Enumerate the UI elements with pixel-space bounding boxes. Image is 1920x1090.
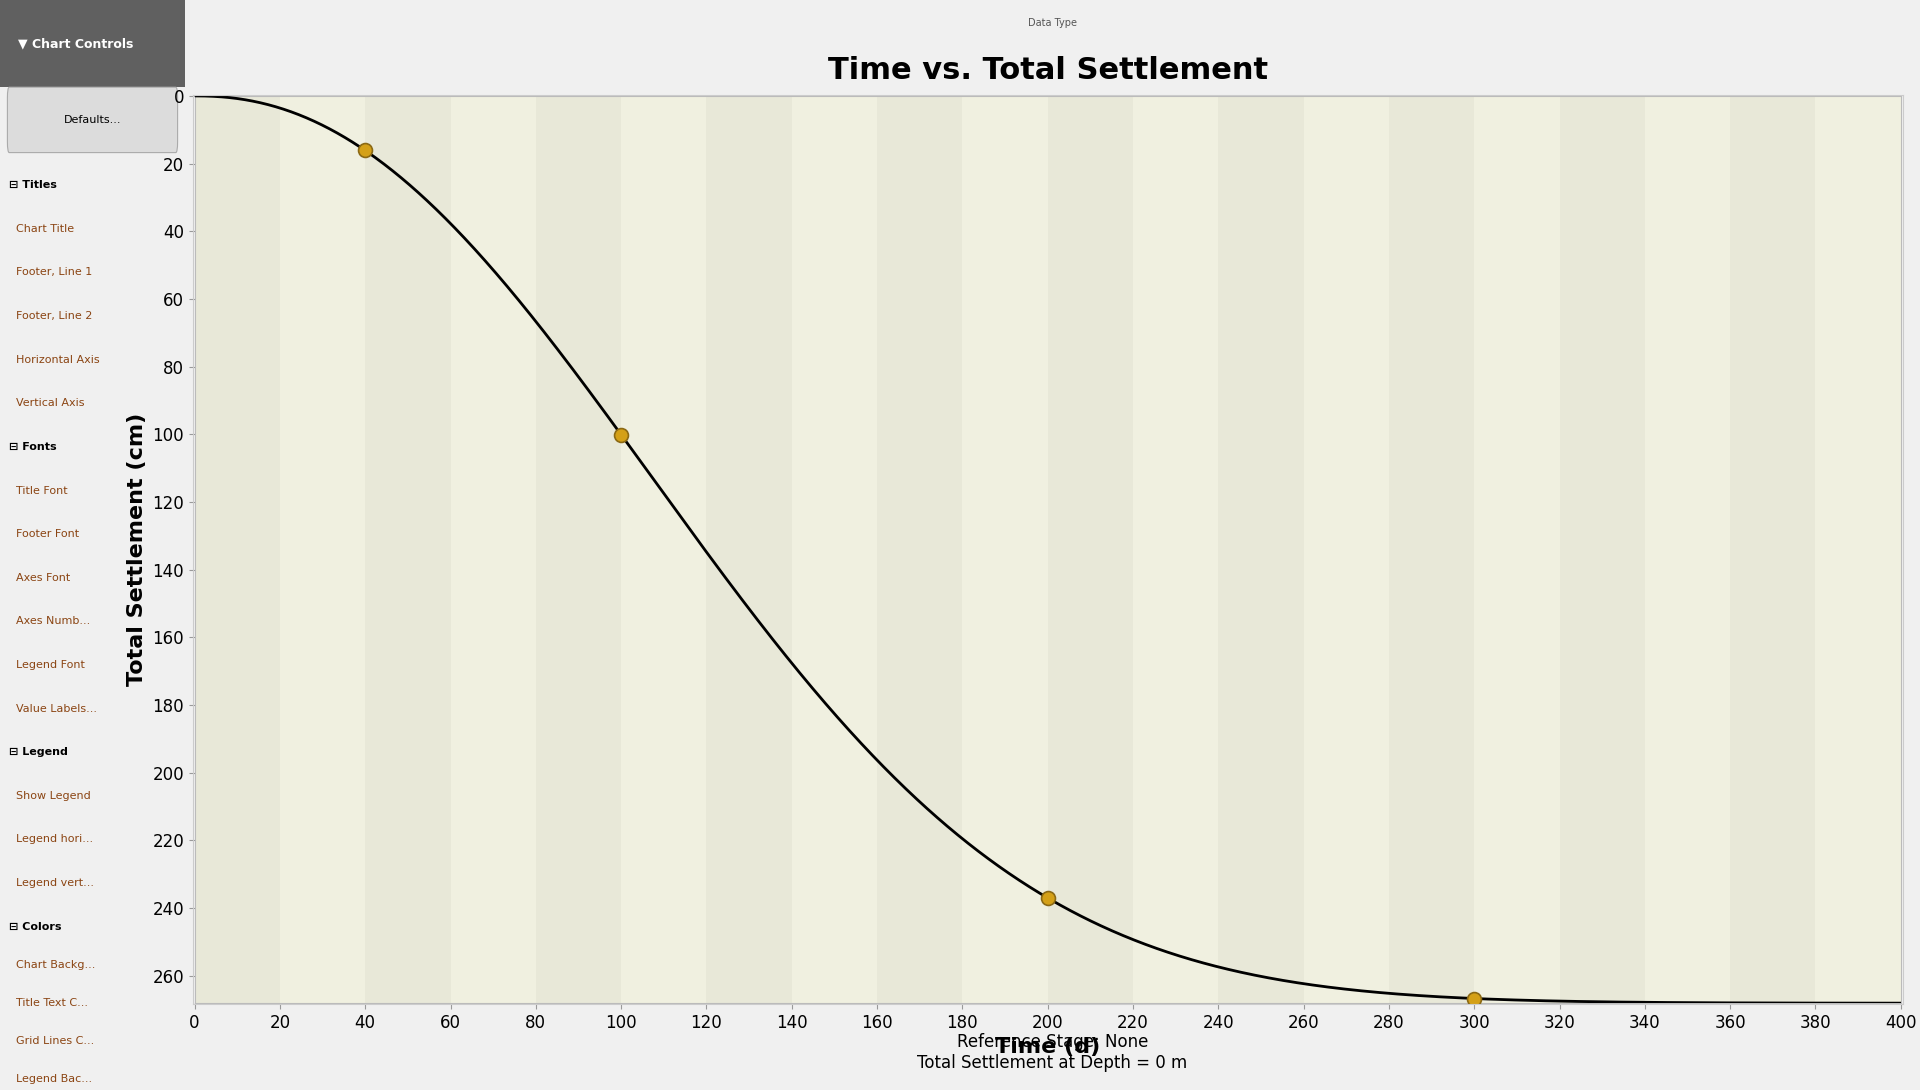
Query Point 1	[1012, 877, 1035, 891]
Query Point 1	[968, 845, 991, 858]
Text: Horizontal Axis: Horizontal Axis	[10, 354, 100, 365]
Bar	[1388, 96, 1475, 1003]
Line: Query Point 1: Query Point 1	[194, 96, 1901, 1003]
Text: Legend Font: Legend Font	[10, 659, 84, 670]
Bar	[1133, 96, 1219, 1003]
Bar	[1475, 96, 1559, 1003]
Bar	[451, 96, 536, 1003]
Text: ▼ Chart Controls: ▼ Chart Controls	[19, 37, 134, 50]
Text: Reference Stage: None: Reference Stage: None	[956, 1032, 1148, 1051]
Query Point 1	[271, 102, 294, 116]
Bar	[280, 96, 365, 1003]
Text: Legend Bac...: Legend Bac...	[10, 1074, 92, 1085]
Text: Legend vert...: Legend vert...	[10, 877, 94, 888]
Text: ⊟ Colors: ⊟ Colors	[10, 921, 61, 932]
Bar	[1730, 96, 1816, 1003]
Text: Total Settlement at Depth = 0 m: Total Settlement at Depth = 0 m	[918, 1054, 1188, 1073]
Bar	[1048, 96, 1133, 1003]
Bar	[536, 96, 622, 1003]
FancyBboxPatch shape	[0, 0, 184, 87]
Text: Chart Title: Chart Title	[10, 223, 75, 234]
Bar	[1219, 96, 1304, 1003]
Text: Title Text C...: Title Text C...	[10, 997, 88, 1008]
FancyBboxPatch shape	[8, 87, 179, 153]
Bar	[707, 96, 791, 1003]
Query Point 1	[1526, 994, 1549, 1007]
Text: Axes Font: Axes Font	[10, 572, 71, 583]
Y-axis label: Total Settlement (cm): Total Settlement (cm)	[127, 413, 146, 687]
X-axis label: Time (d): Time (d)	[995, 1038, 1100, 1057]
Legend: Query Point 1: Query Point 1	[1918, 534, 1920, 566]
Text: Title Font: Title Font	[10, 485, 67, 496]
Text: Footer, Line 1: Footer, Line 1	[10, 267, 92, 278]
Text: Legend hori...: Legend hori...	[10, 834, 94, 845]
Text: Footer Font: Footer Font	[10, 529, 79, 540]
Query Point 1	[1889, 996, 1912, 1009]
Bar	[622, 96, 707, 1003]
Point	[607, 426, 637, 444]
Bar	[877, 96, 962, 1003]
Text: Value Labels...: Value Labels...	[10, 703, 98, 714]
Text: Footer, Line 2: Footer, Line 2	[10, 311, 92, 322]
Text: Axes Numb...: Axes Numb...	[10, 616, 90, 627]
Point	[349, 142, 380, 159]
Point	[1459, 990, 1490, 1007]
Query Point 1	[182, 89, 205, 102]
Bar	[1645, 96, 1730, 1003]
Text: ⊟ Legend: ⊟ Legend	[10, 747, 67, 758]
Bar	[791, 96, 877, 1003]
Bar	[1816, 96, 1901, 1003]
Query Point 1	[1839, 996, 1862, 1009]
Text: Show Legend: Show Legend	[10, 790, 90, 801]
Query Point 1	[1839, 996, 1862, 1009]
Bar	[1304, 96, 1388, 1003]
Text: Vertical Axis: Vertical Axis	[10, 398, 84, 409]
Text: Chart Backg...: Chart Backg...	[10, 959, 96, 970]
Text: Data Type: Data Type	[1027, 17, 1077, 27]
Text: Defaults...: Defaults...	[63, 114, 121, 125]
Text: ⊟ Titles: ⊟ Titles	[10, 180, 58, 191]
Bar	[1559, 96, 1645, 1003]
Bar	[194, 96, 280, 1003]
Bar	[365, 96, 451, 1003]
Bar	[962, 96, 1048, 1003]
Point	[1033, 889, 1064, 907]
Text: ⊟ Fonts: ⊟ Fonts	[10, 441, 58, 452]
Title: Time vs. Total Settlement: Time vs. Total Settlement	[828, 57, 1267, 85]
Text: Grid Lines C...: Grid Lines C...	[10, 1036, 94, 1046]
